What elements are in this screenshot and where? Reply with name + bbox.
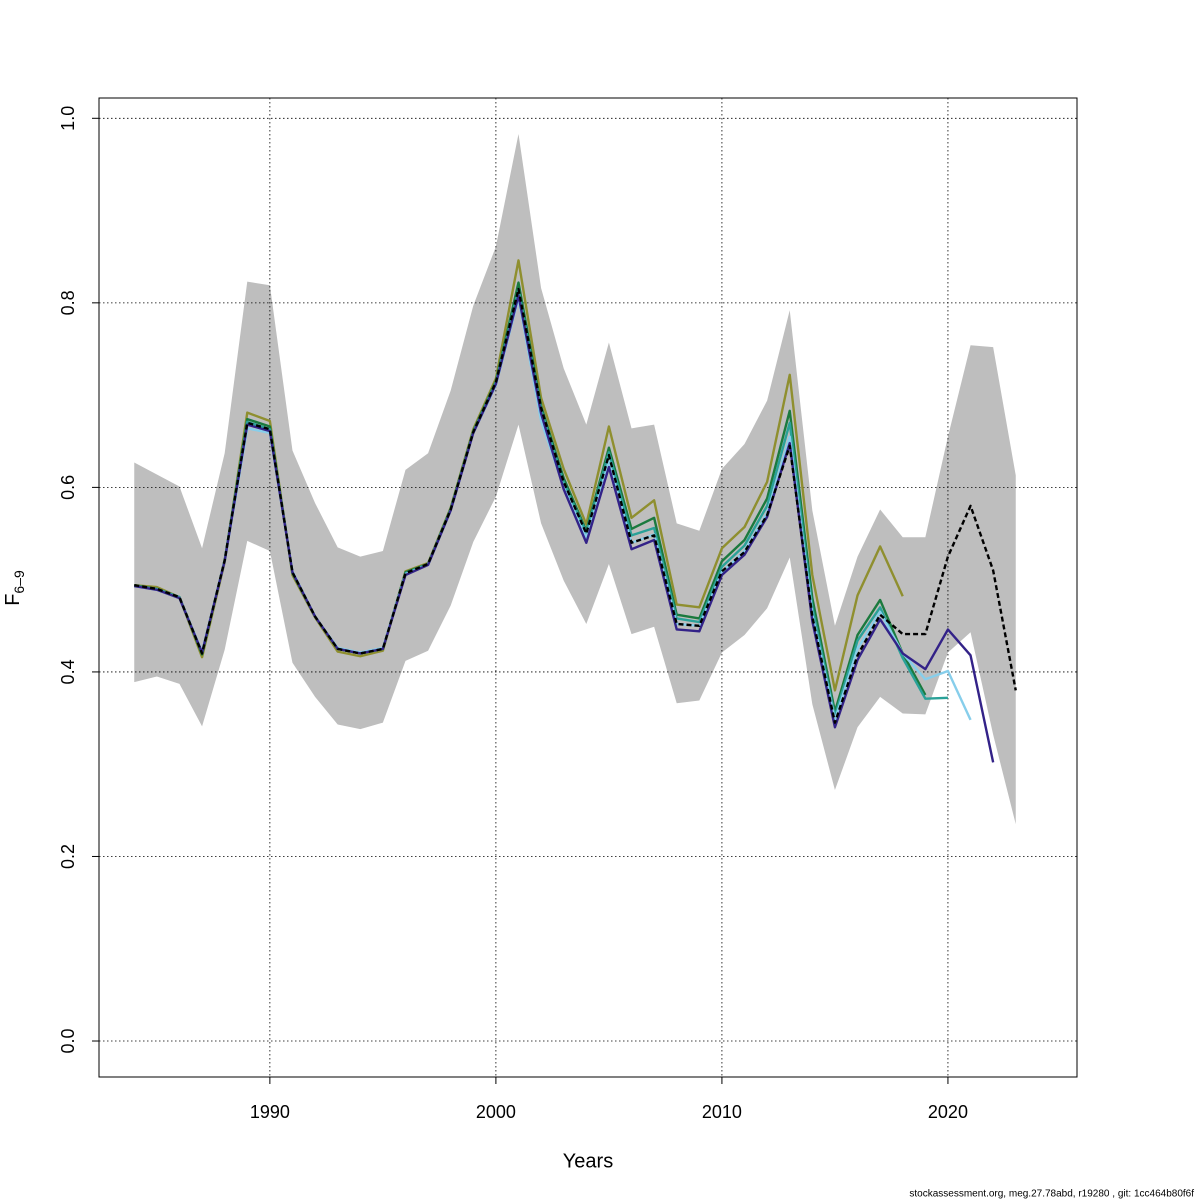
y-tick-label: 0.8 [58, 290, 78, 315]
y-tick-label: 1.0 [58, 106, 78, 131]
y-axis-label-main: F [2, 594, 24, 606]
plot-frame [98, 97, 1078, 1078]
y-tick-label: 0.4 [58, 659, 78, 684]
x-axis-label: Years [563, 1150, 613, 1172]
y-tick-label: 0.6 [58, 475, 78, 500]
x-tick-label: 2000 [476, 1102, 516, 1122]
x-tick-label: 1990 [250, 1102, 290, 1122]
y-axis-label: F6–9 [2, 570, 26, 606]
x-tick-label: 2020 [928, 1102, 968, 1122]
series-line [134, 294, 995, 763]
x-tick-label: 2010 [702, 1102, 742, 1122]
series-line [134, 287, 1017, 724]
confidence-band [134, 133, 1016, 825]
footer: stockassessment.org, meg.27.78abd, r1928… [909, 1189, 1194, 1200]
y-tick-label: 0.0 [58, 1028, 78, 1053]
y-axis-label-sub: 6–9 [11, 570, 27, 594]
y-tick-label: 0.2 [58, 844, 78, 869]
series-line [134, 259, 904, 692]
